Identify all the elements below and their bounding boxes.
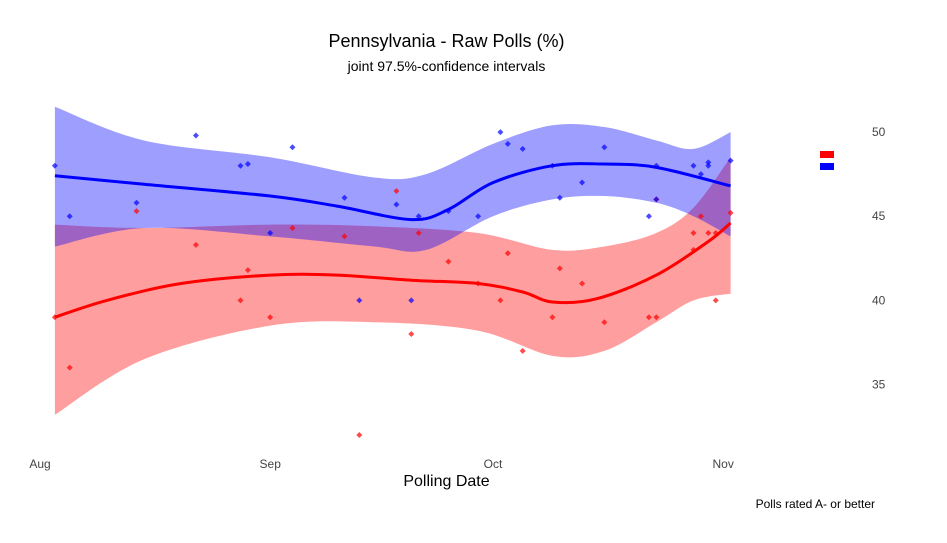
poll-point — [341, 233, 348, 240]
legend-swatch-1 — [820, 163, 834, 170]
poll-points — [51, 129, 734, 438]
poll-point — [192, 241, 199, 248]
poll-point — [601, 319, 608, 326]
poll-point — [549, 314, 556, 321]
poll-point — [289, 225, 296, 231]
poll-point — [653, 162, 660, 169]
poll-point — [408, 331, 415, 338]
poll-point — [267, 314, 274, 321]
poll-point — [653, 196, 660, 203]
poll-point — [690, 230, 697, 237]
poll-point — [66, 364, 73, 371]
chart-title: Pennsylvania - Raw Polls (%) — [328, 31, 565, 51]
x-tick-label: Oct — [484, 457, 503, 471]
poll-point — [690, 162, 697, 169]
poll-point — [66, 213, 73, 220]
poll-point — [601, 144, 608, 151]
poll-point — [133, 199, 140, 206]
chart-caption: Polls rated A- or better — [755, 497, 875, 511]
poll-point — [519, 347, 526, 354]
poll-point — [705, 162, 712, 169]
trend-line-0 — [54, 221, 732, 319]
poll-point — [549, 162, 556, 169]
trend-line-1 — [54, 162, 731, 222]
poll-point — [237, 162, 244, 169]
poll-point — [445, 258, 452, 265]
poll-point — [475, 213, 482, 220]
poll-point — [415, 230, 422, 237]
poll-point — [504, 250, 511, 257]
poll-point — [697, 213, 704, 220]
poll-point — [356, 297, 363, 304]
poll-point — [393, 201, 400, 208]
poll-point — [504, 140, 511, 147]
poll-point — [289, 144, 296, 151]
legend-swatch-0 — [820, 151, 834, 158]
poll-point — [267, 230, 274, 237]
y-tick-label: 40 — [872, 293, 886, 307]
poll-point — [192, 132, 199, 139]
confidence-band-1 — [54, 106, 731, 252]
poll-point — [51, 162, 58, 169]
trend-lines — [54, 162, 732, 319]
poll-point — [445, 208, 452, 215]
poll-point — [653, 314, 660, 321]
poll-point — [556, 265, 563, 272]
poll-point — [697, 171, 704, 178]
chart-subtitle: joint 97.5%-confidence intervals — [347, 58, 546, 74]
poll-point — [356, 432, 363, 438]
poll-point — [408, 297, 415, 304]
legend — [820, 151, 834, 170]
x-tick-label: Aug — [29, 457, 50, 471]
confidence-band-0 — [54, 157, 731, 415]
x-tick-label: Sep — [260, 457, 282, 471]
poll-point — [712, 230, 719, 237]
poll-point — [712, 297, 719, 304]
poll-point — [727, 209, 734, 216]
poll-point — [690, 246, 697, 253]
poll-point — [579, 280, 586, 287]
poll-point — [497, 129, 504, 136]
y-axis: 35 40 45 50 — [872, 125, 886, 391]
poll-point — [497, 297, 504, 304]
confidence-bands — [54, 106, 731, 415]
poll-point — [133, 208, 140, 215]
poll-point — [645, 213, 652, 220]
y-tick-label: 45 — [872, 209, 886, 223]
poll-point — [705, 159, 712, 166]
poll-point — [705, 230, 712, 237]
poll-point — [393, 187, 400, 194]
poll-point — [341, 194, 348, 201]
poll-point — [415, 213, 422, 220]
x-axis-label: Polling Date — [403, 473, 490, 490]
poll-point — [727, 157, 734, 164]
poll-point — [51, 314, 58, 321]
poll-point — [645, 314, 652, 321]
poll-point — [475, 280, 482, 287]
poll-point — [244, 161, 251, 168]
poll-point — [579, 179, 586, 186]
y-tick-label: 35 — [872, 378, 886, 392]
x-axis: Aug Sep Oct Nov — [29, 457, 734, 471]
poll-point — [556, 194, 563, 201]
poll-point — [519, 145, 526, 152]
y-tick-label: 50 — [872, 125, 886, 139]
poll-point — [237, 297, 244, 304]
x-tick-label: Nov — [712, 457, 733, 471]
poll-point — [244, 267, 251, 274]
